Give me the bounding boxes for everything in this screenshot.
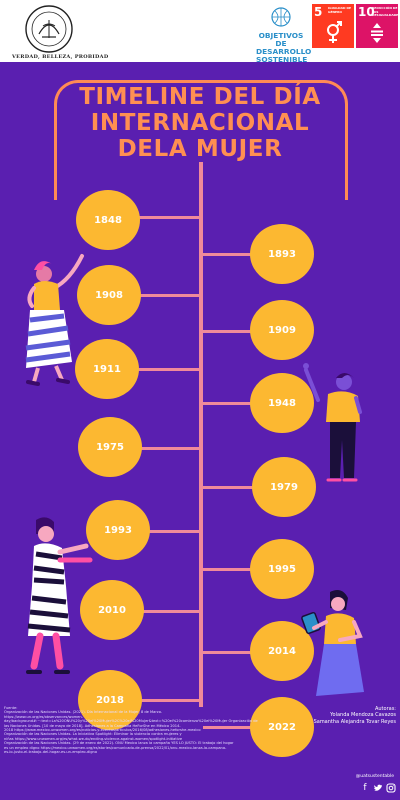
reduced-inequalities-icon (371, 23, 383, 43)
title-frame (54, 80, 348, 200)
source-line: https://www.un.org/es/observances/women- (4, 714, 83, 719)
woman-holding-tablet-illustration (301, 590, 364, 696)
social-icons: f (360, 783, 396, 793)
title-line-1: TIMELINE DEL DÍA (79, 84, 321, 110)
year-circle-2022: 2022 (250, 697, 314, 757)
year-circle-2018: 2018 (78, 670, 142, 730)
timeline-connector (138, 368, 199, 371)
social-handle: @uatsustentable (355, 774, 394, 779)
globe-icon (271, 7, 291, 27)
facebook-icon[interactable]: f (363, 783, 367, 793)
timeline-connector (138, 447, 199, 450)
authors-block: Autoras: Yolanda Mendoza Cavazos Samanth… (286, 706, 396, 725)
woman-raising-hand-illustration (303, 363, 362, 482)
timeline-connector (203, 651, 253, 654)
sdg-goal-5-badge: 5 IGUALDAD DE GÉNERO (312, 4, 354, 48)
source-line: Organización de las Naciones Unidas. (29… (4, 741, 234, 746)
woman-waving-illustration (25, 254, 84, 386)
sdg-logo: OBJETIVOS DE DESARROLLO SOSTENIBLE (256, 6, 312, 64)
goal-10-text: REDUCCIÓN DE LAS DESIGUALDADES (372, 6, 400, 18)
timeline-connector (138, 610, 199, 613)
title-line-2: INTERNACIONAL (90, 110, 310, 136)
year-circle-1848: 1848 (76, 190, 140, 250)
year-circle-1993: 1993 (86, 500, 150, 560)
title-line-3: DELA MUJER (117, 136, 283, 162)
timeline-connector (138, 699, 199, 702)
source-line: Organización de las Naciones Unidas. (20… (4, 710, 162, 715)
timeline-connector (138, 294, 199, 297)
goal-5-text: IGUALDAD DE GÉNERO (328, 6, 352, 14)
year-circle-1908: 1908 (77, 265, 141, 325)
twitter-icon[interactable] (373, 783, 383, 793)
year-circle-1979: 1979 (252, 457, 316, 517)
source-line: las Naciones Unidas. [10 de mayo de 2018… (4, 723, 181, 728)
source-line: niñas https://www.unwomen.org/es/what-we… (4, 736, 183, 741)
sdg-logo-line-2: DE DESARROLLO (256, 39, 312, 56)
author-name: Samantha Alejandra Tovar Reyes (313, 718, 396, 725)
year-circle-1911: 1911 (75, 339, 139, 399)
woman-pointing-illustration (26, 517, 93, 674)
year-circle-2014: 2014 (250, 621, 314, 681)
sdg-logo-line-3: SOSTENIBLE (256, 55, 308, 64)
source-line: 2018 https://www.mexico.unwomen.org/es/n… (4, 728, 201, 733)
header-bar: VERDAD, BELLEZA, PROBIDAD OBJETIVOS DE D… (0, 0, 400, 64)
sdg-logo-line-1: OBJETIVOS (258, 31, 304, 40)
year-circle-1948: 1948 (250, 373, 314, 433)
timeline-connector (203, 330, 253, 333)
source-line: es un empleo digno https://mexico.unwome… (4, 745, 227, 750)
goal-10-number: 10 (358, 5, 375, 19)
year-circle-1995: 1995 (250, 539, 314, 599)
timeline-connector (203, 568, 253, 571)
author-name: Yolanda Mendoza Cavazos (330, 712, 396, 719)
timeline-connector (203, 402, 253, 405)
year-circle-1909: 1909 (250, 300, 314, 360)
source-line: day/background#:~:text=La%20ONU%20y%20el… (4, 719, 258, 724)
timeline-connector (203, 726, 253, 729)
source-line: es-lo-justo-el-trabajo-del-hogar-es-un-e… (4, 750, 98, 755)
seal-motto: VERDAD, BELLEZA, PROBIDAD (12, 54, 109, 60)
sources-block: Fuente: Organización de las Naciones Uni… (4, 706, 304, 754)
sdg-goal-10-badge: 10 REDUCCIÓN DE LAS DESIGUALDADES (356, 4, 400, 48)
timeline-connector (138, 216, 199, 219)
timeline-connector (203, 253, 253, 256)
goal-5-number: 5 (314, 5, 323, 19)
authors-label: Autoras: (374, 706, 396, 712)
source-line: Organización de las Naciones Unidas. La … (4, 732, 182, 737)
university-seal-logo (25, 5, 73, 53)
timeline-connector (148, 530, 199, 533)
year-circle-2010: 2010 (80, 580, 144, 640)
instagram-icon[interactable] (386, 783, 396, 793)
gender-equality-icon (327, 21, 342, 43)
year-circle-1975: 1975 (78, 417, 142, 477)
sources-label: Fuente: (4, 706, 18, 710)
year-circle-1893: 1893 (250, 224, 314, 284)
timeline-connector (203, 486, 253, 489)
timeline-spine (199, 162, 203, 707)
